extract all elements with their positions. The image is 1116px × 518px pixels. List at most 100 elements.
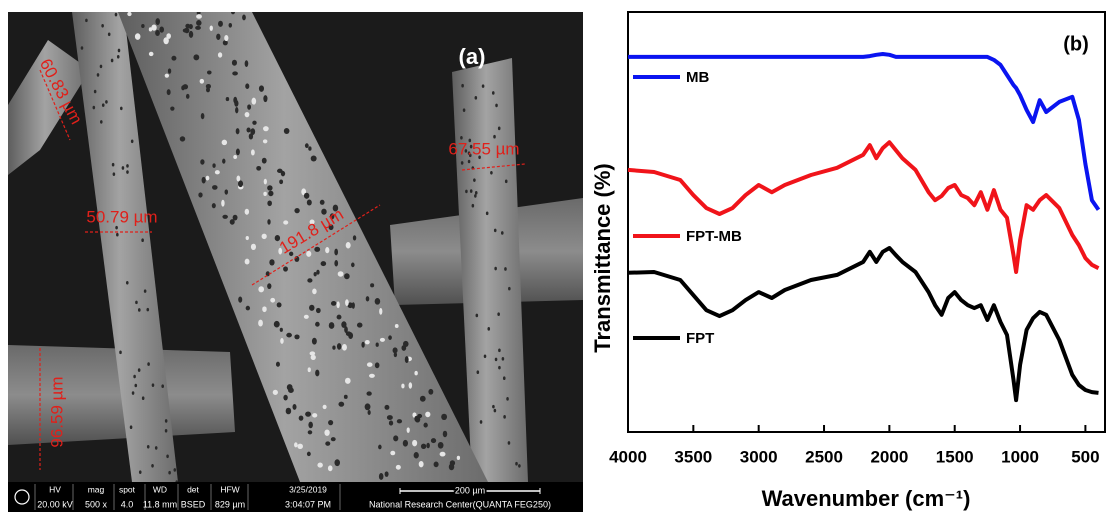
pore — [216, 34, 220, 40]
pore — [403, 440, 408, 447]
pore — [337, 343, 341, 350]
pore — [317, 463, 322, 468]
pore — [492, 91, 495, 95]
pore — [152, 383, 155, 387]
pore — [351, 262, 355, 267]
pore — [245, 259, 250, 265]
pore — [310, 351, 316, 355]
pore — [100, 65, 103, 69]
pore — [134, 384, 137, 388]
pore — [407, 427, 410, 433]
pore — [189, 31, 193, 38]
pore — [393, 347, 398, 353]
panel-label: (b) — [1063, 33, 1089, 55]
pore — [276, 362, 280, 367]
pore — [379, 473, 384, 480]
pore — [475, 96, 478, 100]
x-tick-label: 4000 — [609, 447, 647, 466]
pore — [263, 126, 269, 131]
figure: 60.83 µm 50.79 µm 191.8 µm 67.55 µm 96.5… — [0, 0, 1116, 518]
pore — [461, 84, 464, 88]
pore — [138, 308, 141, 312]
pore — [329, 322, 335, 329]
pore — [344, 326, 348, 333]
pore — [268, 191, 273, 197]
pore — [472, 204, 475, 208]
pore — [505, 180, 508, 184]
pore — [171, 56, 176, 61]
pore — [463, 108, 466, 112]
pore — [366, 391, 371, 395]
pore — [470, 189, 473, 193]
info-header: det — [187, 484, 199, 494]
pore — [361, 342, 364, 348]
pore — [299, 416, 304, 421]
pore — [443, 431, 447, 437]
pore — [393, 435, 398, 441]
pore — [277, 302, 282, 307]
x-tick-label: 1000 — [1001, 447, 1039, 466]
pore — [501, 231, 504, 235]
pore — [334, 459, 340, 466]
pore — [307, 278, 312, 282]
pore — [494, 409, 497, 413]
pore — [206, 176, 210, 181]
pore — [307, 452, 311, 456]
pore — [426, 443, 430, 449]
pore — [151, 464, 154, 468]
pore — [294, 442, 298, 447]
pore — [309, 305, 314, 311]
pore — [414, 452, 419, 458]
pore — [308, 430, 313, 434]
pore — [314, 247, 320, 252]
pore — [367, 362, 373, 367]
pore — [212, 203, 216, 208]
pore — [251, 98, 256, 105]
pore — [122, 166, 125, 170]
pore — [281, 171, 285, 176]
pore — [262, 306, 266, 312]
pore — [267, 200, 272, 206]
pore — [108, 33, 111, 37]
pore — [232, 60, 237, 66]
pore — [131, 139, 134, 143]
pore — [503, 415, 506, 419]
pore — [267, 219, 270, 225]
legend-label: MB — [686, 69, 709, 86]
pore — [312, 413, 317, 417]
pore — [221, 200, 224, 207]
pore — [236, 128, 240, 134]
pore — [224, 35, 228, 41]
pore — [196, 14, 202, 19]
pore — [308, 367, 311, 372]
pore — [159, 27, 164, 33]
pore — [346, 242, 351, 249]
pore — [147, 362, 150, 366]
pore — [305, 143, 309, 148]
pore — [286, 408, 292, 415]
info-value: 11.8 mm — [143, 499, 177, 509]
pore — [126, 170, 129, 174]
pore — [508, 441, 511, 445]
panel-label: (a) — [459, 44, 486, 69]
pore — [267, 185, 272, 190]
pore — [375, 362, 380, 368]
pore — [409, 382, 413, 388]
pore — [504, 267, 507, 271]
pore — [476, 314, 479, 318]
pore — [280, 328, 283, 332]
pore — [165, 419, 168, 423]
pore — [353, 235, 356, 240]
info-header: HFW — [220, 484, 239, 494]
pore — [348, 332, 353, 339]
pore — [390, 451, 395, 456]
pore — [225, 189, 228, 194]
x-tick-label: 500 — [1071, 447, 1099, 466]
pore — [242, 14, 246, 20]
pore — [183, 84, 189, 89]
pore — [126, 281, 129, 285]
pore — [461, 161, 464, 165]
pore — [506, 397, 509, 401]
pore — [212, 185, 218, 190]
info-value: 500 x — [85, 499, 108, 509]
